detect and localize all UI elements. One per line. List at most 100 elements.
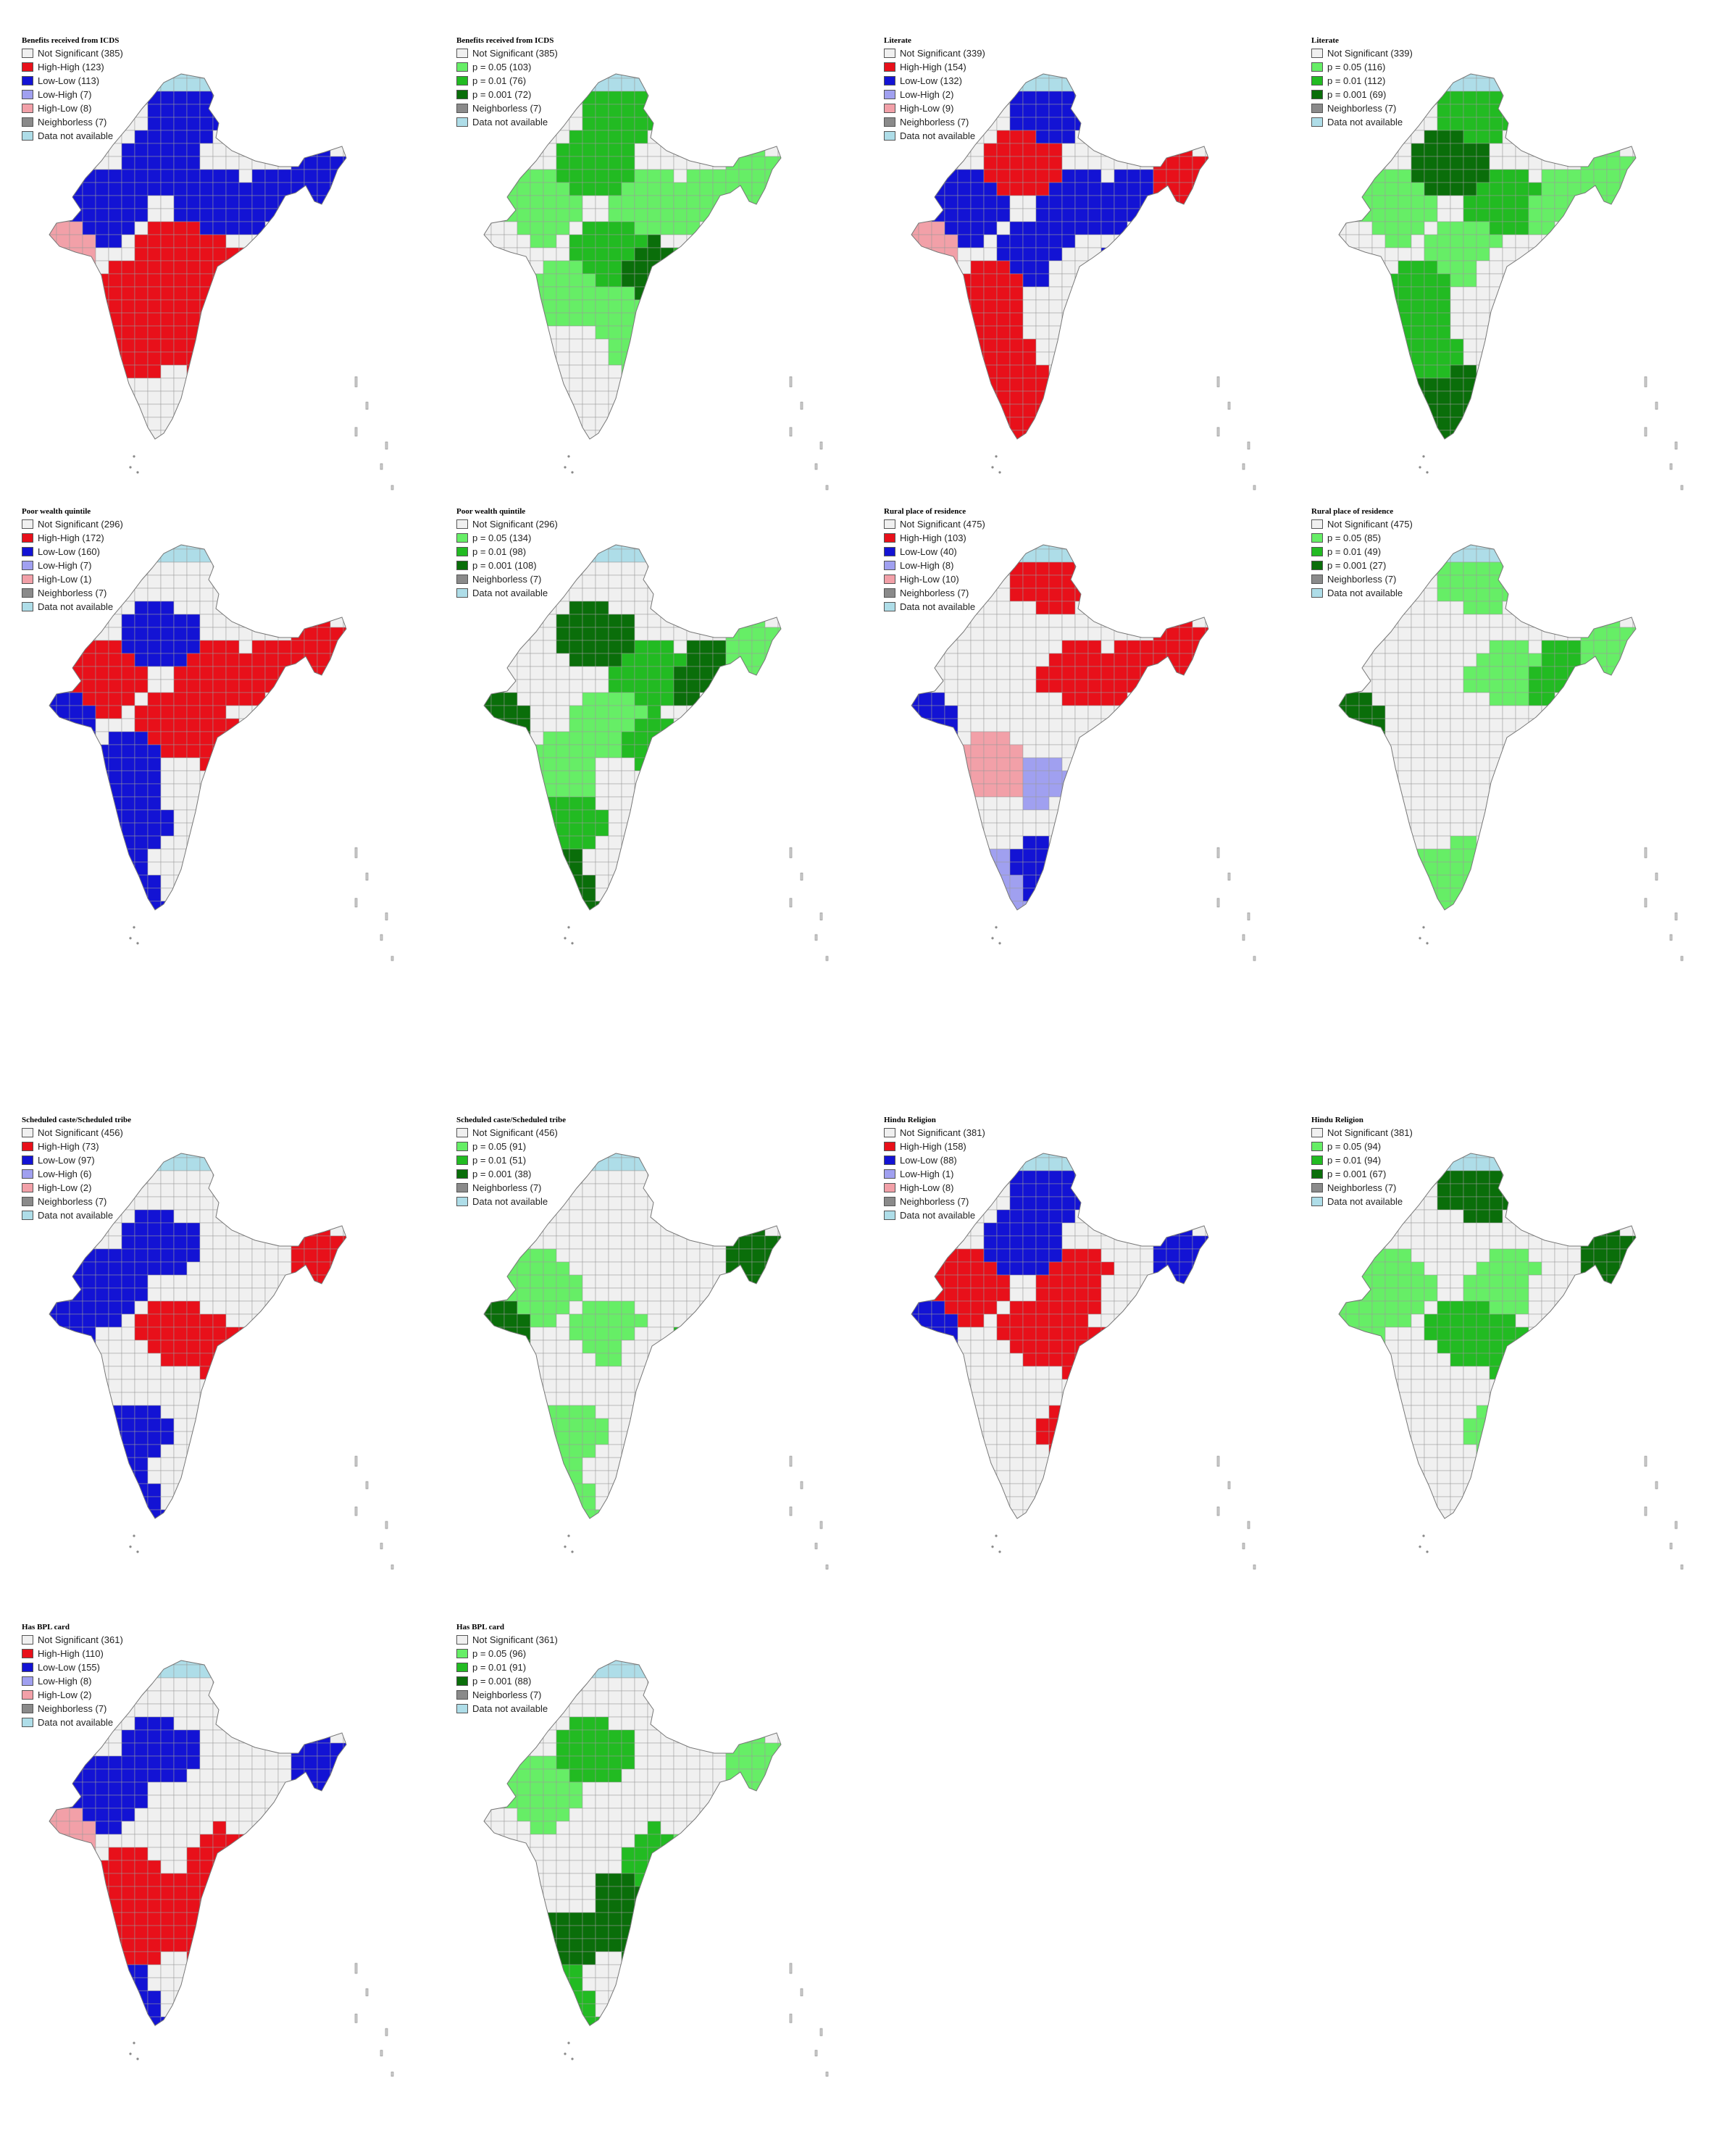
district-cell [1567, 143, 1582, 157]
district-cell [1192, 770, 1206, 785]
district-cell [1061, 156, 1076, 170]
district-cell [1114, 143, 1128, 157]
district-cell [1074, 195, 1089, 209]
island-group [814, 934, 818, 941]
district-cell [621, 182, 635, 196]
district-cell [1515, 325, 1529, 340]
district-cell [634, 614, 648, 628]
district-cell [1192, 260, 1206, 275]
legend-label: High-Low (1) [38, 574, 92, 585]
district-cell [686, 195, 701, 209]
district-cell [212, 430, 227, 439]
district-cell [173, 692, 188, 706]
district-cell [764, 848, 779, 863]
district-cell [970, 234, 985, 248]
district-cell [186, 861, 201, 876]
district-cell [609, 914, 622, 927]
district-cell [160, 718, 175, 732]
district-cell [777, 848, 781, 863]
district-cell [108, 195, 122, 209]
district-cell [213, 443, 226, 456]
district-cell [484, 325, 492, 340]
district-cell [343, 588, 346, 602]
district-cell [1140, 757, 1154, 772]
district-cell [173, 195, 188, 209]
district-cell [699, 744, 714, 759]
district-cell [1022, 260, 1037, 275]
district-cell [1035, 221, 1050, 235]
district-cell [1140, 614, 1154, 628]
district-cell [1580, 364, 1595, 379]
district-cell [1179, 574, 1193, 589]
district-cell [738, 861, 753, 876]
district-cell [1345, 325, 1360, 340]
district-cell [970, 273, 985, 288]
district-cell [277, 417, 292, 431]
district-cell [251, 874, 266, 889]
district-cell [918, 627, 932, 641]
district-cell [1127, 286, 1141, 301]
district-cell [1127, 156, 1141, 170]
district-cell [764, 74, 779, 79]
district-cell [647, 117, 661, 131]
district-cell [673, 260, 688, 275]
district-cell [1606, 260, 1621, 275]
district-cell [484, 757, 492, 772]
district-cell [238, 874, 253, 889]
district-cell [1593, 404, 1608, 418]
district-cell [1140, 325, 1154, 340]
district-cell [82, 417, 96, 431]
district-cell [147, 377, 162, 392]
district-cell [186, 718, 201, 732]
district-cell [108, 718, 122, 732]
district-cell [634, 822, 648, 837]
district-cell [160, 783, 175, 798]
district-cell [569, 443, 582, 456]
district-cell [647, 299, 661, 314]
district-cell [634, 156, 648, 170]
district-cell [490, 247, 505, 262]
district-cell [49, 286, 57, 301]
district-cell [343, 312, 346, 327]
district-cell [595, 169, 609, 183]
legend-item: p = 0.05 (103) [456, 60, 638, 74]
district-cell [1100, 338, 1115, 353]
district-cell [530, 247, 544, 262]
district-cell [343, 914, 356, 927]
district-cell [199, 417, 214, 431]
district-cell [343, 640, 346, 654]
island-dot [133, 926, 135, 929]
district-cell [199, 822, 214, 837]
district-cell [277, 430, 292, 439]
district-cell [122, 914, 135, 927]
district-cell [1554, 286, 1569, 301]
district-cell [484, 182, 492, 196]
district-cell [911, 221, 919, 235]
district-cell [277, 234, 292, 248]
district-cell [1127, 117, 1141, 131]
district-cell [569, 914, 582, 927]
district-cell [1166, 351, 1180, 366]
district-cell [160, 627, 175, 641]
district-cell [330, 404, 344, 418]
district-cell [1541, 74, 1555, 79]
district-cell [504, 351, 518, 366]
district-cell [1515, 117, 1529, 131]
district-cell [569, 417, 583, 431]
district-cell [225, 156, 240, 170]
district-cell [530, 221, 544, 235]
district-cell [108, 364, 122, 379]
district-cell [304, 78, 318, 92]
district-cell [1048, 417, 1063, 431]
district-cell [199, 182, 214, 196]
district-cell [277, 325, 292, 340]
district-cell [621, 156, 635, 170]
district-cell [1010, 443, 1023, 456]
district-cell [291, 143, 305, 157]
district-cell [147, 640, 162, 654]
district-cell [277, 548, 292, 563]
district-cell [1632, 130, 1636, 144]
district-cell [187, 443, 200, 456]
district-cell [673, 705, 688, 719]
district-cell [490, 169, 505, 183]
